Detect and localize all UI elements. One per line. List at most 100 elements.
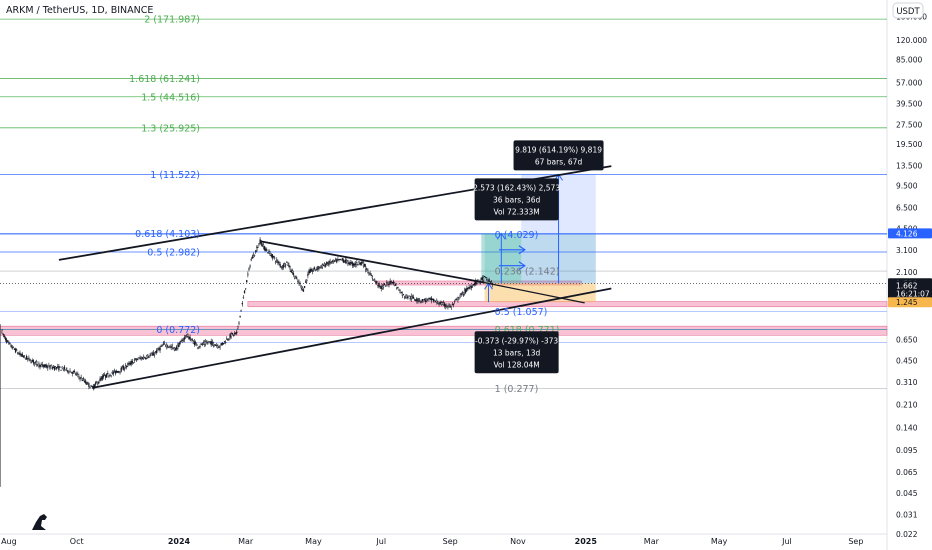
candle-body xyxy=(34,360,37,363)
measure-36-bars-label-line: 2.573 (162.43%) 2,573 xyxy=(473,183,560,192)
candle-body xyxy=(90,385,92,387)
candle-body xyxy=(22,355,24,358)
candle-body xyxy=(47,367,49,369)
candle-body xyxy=(107,373,109,375)
candle-body xyxy=(253,254,256,256)
candle-body xyxy=(373,278,376,280)
candle-body xyxy=(136,359,138,361)
candle-body xyxy=(216,345,218,347)
time-axis-label: Oct xyxy=(70,537,84,546)
candle-body xyxy=(402,294,405,296)
price-tick-label: 39.500 xyxy=(896,100,922,109)
candle-body xyxy=(21,353,23,357)
candle-body xyxy=(2,334,4,336)
candle-body xyxy=(267,252,269,254)
candle-body xyxy=(94,382,97,385)
price-tick-label: 0.022 xyxy=(896,530,918,539)
candle-body xyxy=(393,282,396,286)
candle-body xyxy=(10,344,12,348)
candle-body xyxy=(98,382,100,384)
candle-body xyxy=(385,285,387,287)
candle-body xyxy=(438,303,440,305)
candle-body xyxy=(182,339,185,341)
candle-body xyxy=(335,259,337,261)
candle-body xyxy=(96,382,98,384)
time-axis-label: May xyxy=(711,537,728,546)
candle-body xyxy=(482,277,485,281)
candle-body xyxy=(380,286,382,289)
measure-67-bars-label-line: 9.819 (614.19%) 9,819 xyxy=(515,145,602,154)
candle-body xyxy=(293,275,296,279)
candle-body xyxy=(415,299,417,301)
candle-body xyxy=(184,335,187,337)
candle-body xyxy=(372,279,375,281)
candle-body xyxy=(156,350,158,353)
wedge-continuation-line[interactable] xyxy=(484,282,585,304)
candle-body xyxy=(56,367,58,369)
candle-body xyxy=(157,348,159,351)
time-axis[interactable]: Aug Oct 2024 Mar May Jul Sep Nov 2025 Mar May Jul Se… xyxy=(1,537,863,546)
candle-body xyxy=(250,259,252,261)
candle-body xyxy=(392,281,395,284)
candle-body xyxy=(139,357,141,359)
candle-body xyxy=(198,346,200,348)
candle-body xyxy=(288,265,290,268)
candle-body xyxy=(430,297,432,301)
candle-body xyxy=(154,351,157,353)
candle-body xyxy=(44,364,47,367)
candle-body xyxy=(405,296,407,298)
price-scale[interactable]: 180.000120.00085.00057.00039.50027.50019… xyxy=(888,13,932,539)
candle-body xyxy=(204,341,207,345)
candle-body xyxy=(18,353,20,355)
candle-body xyxy=(437,302,439,304)
price-tick-label: 0.140 xyxy=(896,424,918,433)
candle-body xyxy=(222,343,225,345)
candle-body xyxy=(337,259,339,261)
candle-body xyxy=(246,280,248,283)
candle-body xyxy=(78,376,80,378)
candle-body xyxy=(19,352,21,355)
price-tick-label: 3.100 xyxy=(896,246,918,255)
price-tick-label: 0.450 xyxy=(896,357,918,366)
candle-body xyxy=(398,288,400,291)
trendline-layer[interactable] xyxy=(58,165,612,389)
measure-36-bars-arrow-head xyxy=(496,232,506,240)
lower-channel-line[interactable] xyxy=(92,287,612,389)
price-badge[interactable] xyxy=(888,297,932,308)
candle-body xyxy=(207,342,209,344)
candle-body xyxy=(81,380,83,382)
price-tick-label: 9.500 xyxy=(896,181,918,190)
candle-body xyxy=(452,303,455,306)
candle-body xyxy=(190,339,192,342)
fib-extension-label: 0.5 (2.982) xyxy=(147,248,200,259)
price-badge[interactable] xyxy=(888,228,932,239)
candle-body xyxy=(176,346,178,349)
price-tick-label: 19.500 xyxy=(896,140,922,149)
price-badge[interactable] xyxy=(888,280,932,291)
time-axis-label: Mar xyxy=(238,537,254,546)
candle-body xyxy=(76,373,78,375)
candle-body xyxy=(425,300,427,302)
candle-body xyxy=(435,301,437,303)
candle-body xyxy=(189,336,191,340)
candle-body xyxy=(152,352,155,356)
currency-button[interactable]: USDT xyxy=(892,2,924,19)
candle-body xyxy=(60,369,62,371)
candle-body xyxy=(458,297,460,300)
candle-body xyxy=(142,356,145,359)
candle-body xyxy=(113,370,116,372)
candle-body xyxy=(111,371,113,374)
price-tick-label: 0.210 xyxy=(896,400,918,409)
candle-body xyxy=(456,298,458,300)
candle-body xyxy=(256,247,258,252)
fib-retracement-label: 0 (4.029) xyxy=(495,230,539,241)
candle-body xyxy=(180,340,182,342)
candle-body xyxy=(221,342,223,345)
candle-body xyxy=(447,306,449,308)
descending-resistance-line[interactable] xyxy=(259,240,485,284)
candle-body xyxy=(448,304,450,306)
candle-body xyxy=(32,360,34,363)
candle-body xyxy=(417,300,419,302)
